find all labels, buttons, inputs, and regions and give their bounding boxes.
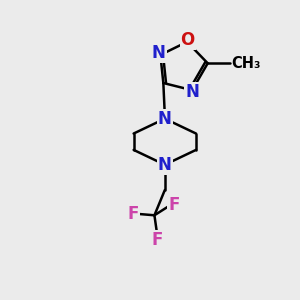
Text: N: N bbox=[185, 83, 199, 101]
Text: F: F bbox=[168, 196, 179, 214]
Text: F: F bbox=[152, 231, 163, 249]
Text: CH₃: CH₃ bbox=[232, 56, 261, 71]
Text: N: N bbox=[158, 110, 172, 128]
Text: O: O bbox=[181, 32, 195, 50]
Text: F: F bbox=[128, 205, 139, 223]
Text: N: N bbox=[158, 156, 172, 174]
Text: N: N bbox=[152, 44, 166, 62]
